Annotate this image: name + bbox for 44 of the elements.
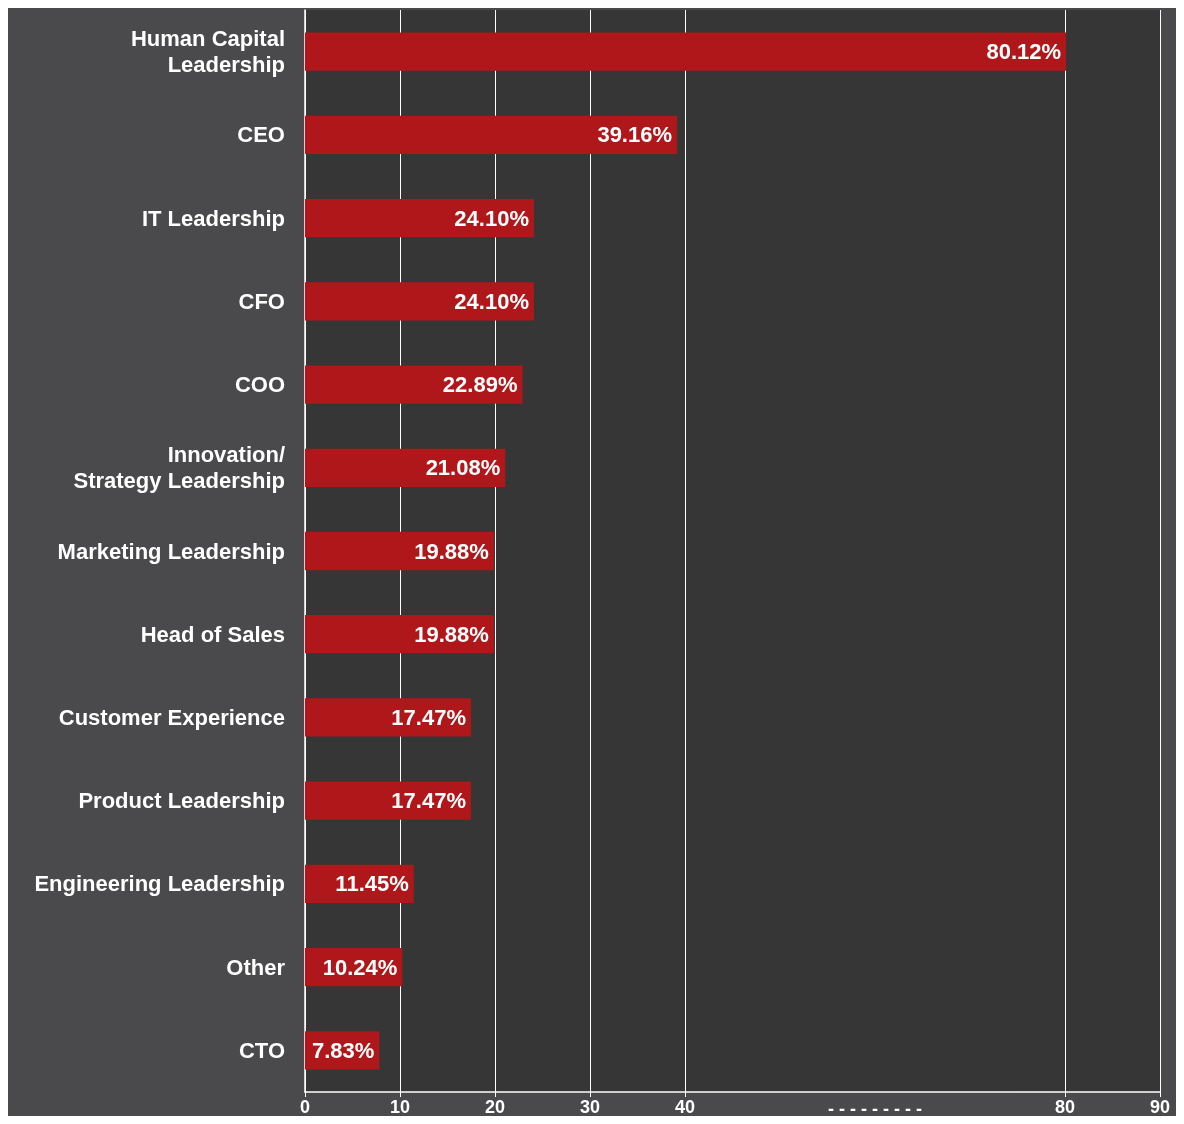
y-tick-label: IT Leadership	[141, 205, 285, 231]
text: - - - - - - - - -	[828, 1099, 922, 1119]
bar	[305, 698, 471, 737]
y-tick-label: CEO	[237, 122, 285, 148]
y-tick-label: COO	[234, 372, 285, 398]
bar	[305, 781, 471, 820]
data-label: 19.88%	[414, 538, 489, 564]
x-tick-label: 20	[484, 1097, 506, 1117]
y-tick-label: Human Capital Leadership	[130, 26, 285, 78]
y-tick-label: Other	[226, 954, 286, 980]
bar	[305, 448, 506, 487]
x-tick-label: 40	[674, 1097, 696, 1117]
data-label: 17.47%	[391, 788, 466, 814]
data-label: 39.16%	[597, 122, 673, 148]
y-tick-label: Marketing Leadership	[57, 538, 285, 564]
y-tick-label: Head of Sales	[140, 621, 285, 647]
data-label: 19.88%	[414, 621, 489, 647]
y-tick-label: Innovation/ Strategy Leadership	[73, 442, 285, 494]
y-tick-label: Engineering Leadership	[34, 871, 285, 897]
data-label: 11.45%	[335, 871, 409, 897]
bar	[305, 615, 494, 654]
data-label: 24.10%	[454, 288, 529, 314]
bar	[305, 365, 523, 404]
data-label: 17.47%	[391, 704, 466, 730]
data-label: 24.10%	[454, 205, 529, 231]
data-label: 7.83%	[311, 1037, 375, 1063]
bar	[305, 282, 534, 321]
data-label: 80.12%	[986, 39, 1062, 65]
x-tick-label: 90	[1149, 1097, 1171, 1117]
x-tick-label: 0	[299, 1097, 311, 1117]
y-tick-label: CFO	[238, 288, 285, 314]
y-tick-label: Customer Experience	[58, 704, 285, 730]
data-label: 22.89%	[442, 372, 518, 398]
bar	[305, 198, 534, 238]
y-tick-label: Product Leadership	[78, 788, 285, 814]
bar	[305, 531, 494, 571]
bar	[305, 32, 1067, 71]
y-tick-label: CTO	[238, 1037, 285, 1063]
bar	[305, 115, 678, 154]
x-tick-label: 30	[579, 1097, 601, 1117]
data-label: 10.24%	[322, 954, 398, 980]
data-label: 21.08%	[425, 455, 501, 481]
x-tick-label: 80	[1054, 1097, 1076, 1117]
x-tick-label: 10	[389, 1097, 411, 1117]
